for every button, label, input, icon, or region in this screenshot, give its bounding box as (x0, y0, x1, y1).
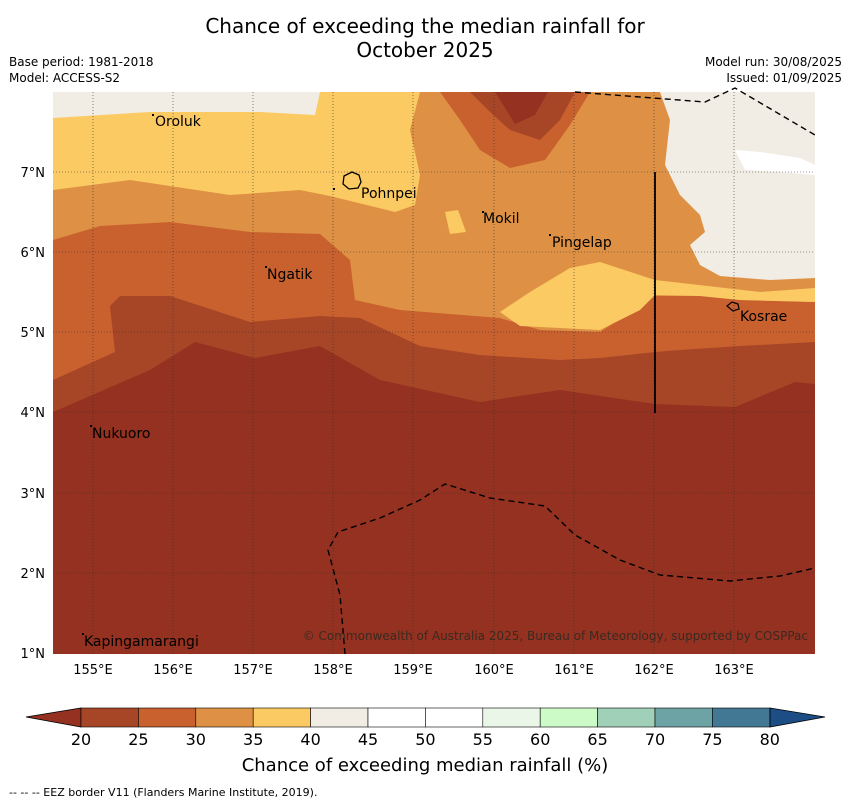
colorbar-cell (252, 707, 311, 728)
lon-label: 158°E (313, 663, 353, 678)
colorbar-tick-label: 25 (128, 730, 148, 749)
island-markers (82, 114, 551, 635)
place-label-ngatik: Ngatik (267, 267, 313, 283)
map-title: Chance of exceeding the median rainfall … (0, 14, 850, 62)
lon-label: 159°E (393, 663, 433, 678)
model-name: Model: ACCESS-S2 (9, 71, 121, 85)
title-line-2: October 2025 (356, 38, 494, 62)
colorbar-cell (138, 707, 197, 728)
place-labels: Oroluk Pohnpei Mokil Pingelap Ngatik Kos… (84, 114, 787, 650)
lat-label: 7°N (21, 166, 46, 181)
lat-label: 3°N (21, 487, 46, 502)
colorbar-high-extend (769, 707, 826, 728)
place-label-nukuoro: Nukuoro (92, 426, 150, 442)
colorbar-tick-label: 45 (358, 730, 378, 749)
lat-label: 6°N (21, 246, 46, 261)
colorbar-cell (482, 707, 541, 728)
colorbar-cell (654, 707, 713, 728)
colorbar-tick-label: 40 (300, 730, 320, 749)
colorbar-tick-label: 55 (473, 730, 493, 749)
colorbar-ticks: 20 25 30 35 40 45 50 55 60 65 70 75 80 (71, 730, 780, 749)
zone-40-45-east (660, 92, 815, 280)
zone-below-20-north (495, 92, 548, 124)
colorbar-low-extend (25, 707, 82, 728)
colorbar-cell (367, 707, 426, 728)
colorbar-tick-label: 35 (243, 730, 263, 749)
lon-axis: 155°E 156°E 157°E 158°E 159°E 160°E 161°… (73, 663, 754, 678)
place-label-mokil: Mokil (483, 211, 520, 227)
colorbar-tick-label: 80 (760, 730, 780, 749)
lon-label: 156°E (153, 663, 193, 678)
place-label-kapingamarangi: Kapingamarangi (84, 634, 199, 650)
place-label-oroluk: Oroluk (155, 114, 202, 130)
colorbar-tick-label: 65 (587, 730, 607, 749)
lon-label: 163°E (714, 663, 754, 678)
colorbar-cell (539, 707, 598, 728)
colorbar-tick-label: 30 (186, 730, 206, 749)
zone-35-40-patch (445, 210, 466, 234)
issued-date: Issued: 01/09/2025 (726, 71, 842, 85)
lon-label: 155°E (73, 663, 113, 678)
lat-label: 4°N (21, 406, 46, 421)
meta-right: Model run: 30/08/2025 Issued: 01/09/2025 (705, 54, 842, 86)
model-run: Model run: 30/08/2025 (704, 55, 842, 69)
colorbar-cell (80, 707, 139, 728)
graticule (53, 92, 815, 654)
colorbar-cell (712, 707, 771, 728)
place-label-kosrae: Kosrae (740, 309, 787, 325)
copyright-text: © Commonwealth of Australia 2025, Bureau… (303, 629, 808, 643)
lat-axis: 7°N 6°N 5°N 4°N 3°N 2°N 1°N (21, 166, 46, 662)
base-period: Base period: 1981-2018 (9, 55, 154, 69)
zone-35-40-north (53, 92, 420, 212)
colorbar-label: Chance of exceeding median rainfall (%) (241, 755, 609, 776)
colorbar-tick-label: 60 (530, 730, 550, 749)
eez-border (327, 87, 816, 655)
title-line-1: Chance of exceeding the median rainfall … (205, 14, 645, 38)
lon-label: 161°E (554, 663, 594, 678)
colorbar-cell (597, 707, 656, 728)
place-label-pohnpei: Pohnpei (361, 186, 417, 202)
lat-label: 2°N (21, 567, 46, 582)
colorbar-cells (80, 707, 771, 728)
lon-label: 162°E (634, 663, 674, 678)
zone-45-50 (735, 150, 815, 175)
lat-label: 5°N (21, 326, 46, 341)
lat-label: 1°N (21, 647, 46, 662)
colorbar-tick-label: 20 (71, 730, 91, 749)
colorbar-cell (425, 707, 484, 728)
colorbar-tick-label: 50 (415, 730, 435, 749)
colorbar-tick-label: 70 (645, 730, 665, 749)
colorbar-cell (195, 707, 254, 728)
zone-35-40-east (53, 92, 815, 330)
eez-footer-note: -- -- -- EEZ border V11 (Flanders Marine… (9, 786, 318, 799)
kosrae-outline (726, 301, 740, 312)
colorbar-tick-label: 75 (702, 730, 722, 749)
map-panel (53, 92, 815, 654)
meta-left: Base period: 1981-2018 Model: ACCESS-S2 (9, 54, 154, 86)
lon-label: 157°E (233, 663, 273, 678)
colorbar: 20 25 30 35 40 45 50 55 60 65 70 75 80 (25, 707, 826, 749)
place-label-pingelap: Pingelap (552, 235, 612, 251)
pohnpei-outline (342, 171, 362, 190)
lon-label: 160°E (474, 663, 514, 678)
colorbar-cell (310, 707, 369, 728)
